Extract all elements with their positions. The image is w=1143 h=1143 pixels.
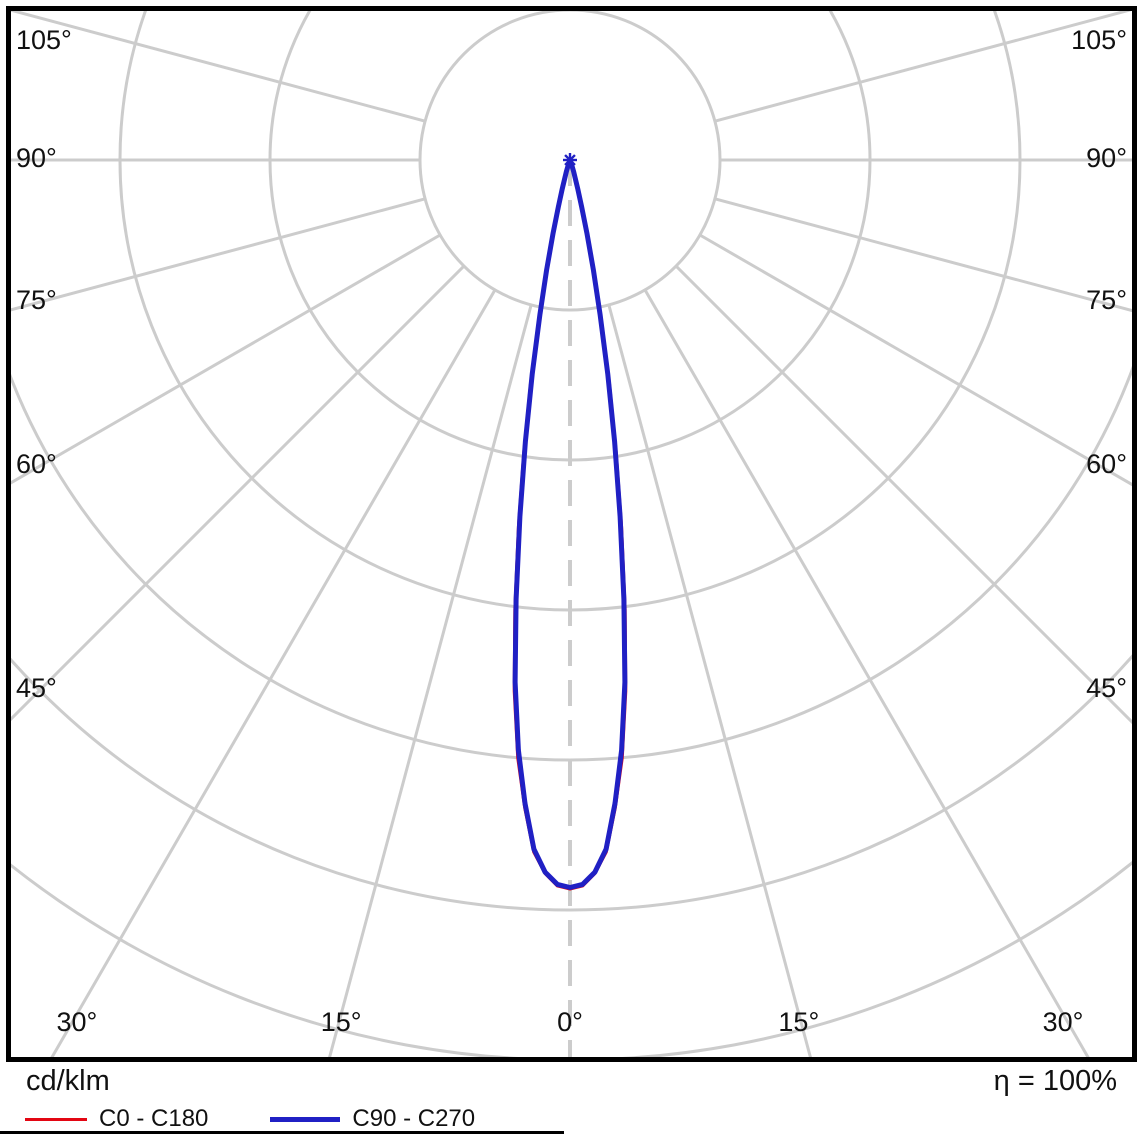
grid-spoke (714, 197, 1132, 313)
origin-marker-asterisk (563, 153, 577, 167)
footer-top: cd/klm η = 100% (0, 1064, 1143, 1098)
angle-label: 60° (1086, 449, 1127, 479)
grid-spoke (11, 11, 426, 123)
legend-item-c90: C90 - C270 (270, 1105, 475, 1133)
angle-label: 105° (1071, 25, 1127, 55)
grid-spoke (328, 304, 533, 1057)
unit-label: cd/klm (26, 1064, 110, 1097)
divider-rule (0, 1131, 564, 1134)
angle-label: 90° (1086, 143, 1127, 173)
angle-label: 0° (557, 1007, 583, 1037)
legend-label-c0: C0 - C180 (99, 1105, 209, 1132)
grid-spoke (50, 289, 497, 1057)
plot-border (6, 6, 1137, 1062)
angle-label: 75° (16, 285, 57, 315)
grid-spoke (643, 289, 1090, 1057)
grid-spoke (11, 265, 465, 722)
legend-swatch-c0-line (25, 1117, 87, 1121)
angle-label: 75° (1086, 285, 1127, 315)
grid-spoke (699, 233, 1132, 487)
angle-label: 90° (16, 143, 57, 173)
grid-spoke (714, 11, 1132, 123)
legend-label-c90: C90 - C270 (352, 1105, 476, 1132)
angle-label: 45° (1086, 673, 1127, 703)
angle-label: 15° (778, 1007, 819, 1037)
curve-C90-C270 (512, 157, 628, 890)
angle-label: 30° (57, 1007, 98, 1037)
legend-item-c0: C0 - C180 (25, 1105, 208, 1133)
grid-spoke (675, 265, 1132, 725)
angle-label: 30° (1043, 1007, 1084, 1037)
grid-ring (11, 654, 1132, 912)
polar-chart-area: 0° 15° 15° 30° 30° 45° 45° 60° 60° 75° 75° 90° 90° 10… (6, 6, 1137, 1062)
angle-label: 60° (16, 449, 57, 479)
efficiency-label: η = 100% (993, 1064, 1117, 1097)
grid-spoke (607, 304, 812, 1057)
angle-label: 45° (16, 673, 57, 703)
angle-label: 105° (16, 25, 72, 55)
grid-spoke (11, 197, 426, 312)
legend: C0 - C180 C90 - C270 (25, 1104, 537, 1134)
polar-chart-svg: 0° 15° 15° 30° 30° 45° 45° 60° 60° 75° 75° 90° 90° 10… (6, 6, 1137, 1062)
legend-swatch-c90-line (270, 1116, 341, 1122)
angle-label: 15° (321, 1007, 362, 1037)
grid-spoke (11, 233, 441, 485)
